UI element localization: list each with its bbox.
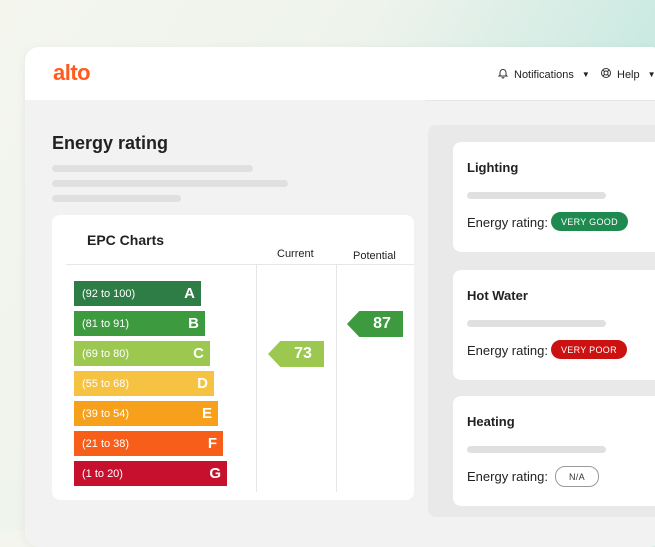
band-letter: A <box>184 285 195 302</box>
band-range: (92 to 100) <box>82 287 136 300</box>
ratings-panel: Lighting Energy rating: VERY GOOD Hot Wa… <box>428 125 655 517</box>
lifebuoy-icon <box>600 67 612 82</box>
rating-label: Energy rating: <box>467 343 548 358</box>
placeholder-line <box>467 446 606 453</box>
rating-card-title: Hot Water <box>467 288 528 303</box>
rating-label: Energy rating: <box>467 215 548 230</box>
epc-band-b: (81 to 91) B <box>74 311 205 336</box>
help-menu[interactable]: Help ▼ <box>600 67 655 82</box>
epc-band-c: (69 to 80) C <box>74 341 210 366</box>
band-range: (39 to 54) <box>82 407 130 420</box>
chevron-down-icon: ▼ <box>647 70 655 79</box>
rating-card-title: Heating <box>467 414 515 429</box>
current-column-header: Current <box>277 248 314 260</box>
placeholder-line <box>52 195 181 202</box>
notifications-menu[interactable]: Notifications ▼ <box>497 67 590 82</box>
band-letter: E <box>201 405 212 422</box>
band-letter: B <box>188 315 199 332</box>
rating-card-title: Lighting <box>467 160 519 175</box>
band-range: (1 to 20) <box>82 467 123 480</box>
help-label: Help <box>617 68 640 81</box>
epc-chart-title: EPC Charts <box>87 232 165 248</box>
band-letter: D <box>197 375 208 392</box>
placeholder-line <box>467 320 606 327</box>
current-rating-arrow: 73 <box>268 341 324 367</box>
current-rating-value: 73 <box>294 345 312 362</box>
epc-chart-card: EPC Charts Current Potential (92 to 100)… <box>52 215 414 500</box>
epc-band-e: (39 to 54) E <box>74 401 218 426</box>
potential-rating-value: 87 <box>373 315 391 332</box>
band-letter: G <box>209 465 221 482</box>
epc-band-d: (55 to 68) D <box>74 371 214 396</box>
rating-badge: VERY POOR <box>551 340 627 359</box>
epc-band-g: (1 to 20) G <box>74 461 227 486</box>
rating-badge: VERY GOOD <box>551 212 628 231</box>
rating-label: Energy rating: <box>467 469 548 484</box>
placeholder-line <box>467 192 606 199</box>
rating-badge: N/A <box>555 466 599 487</box>
top-bar: alto Notifications ▼ Help ▼ <box>25 47 655 101</box>
header-divider <box>66 264 414 265</box>
epc-band-a: (92 to 100) A <box>74 281 201 306</box>
band-range: (69 to 80) <box>82 347 130 360</box>
lighting-card: Lighting Energy rating: VERY GOOD <box>453 142 655 252</box>
column-divider <box>336 264 337 492</box>
page-title: Energy rating <box>52 133 169 153</box>
band-letter: F <box>207 435 217 452</box>
placeholder-line <box>52 180 288 187</box>
column-divider <box>256 264 257 492</box>
potential-rating-arrow: 87 <box>347 311 403 337</box>
epc-band-f: (21 to 38) F <box>74 431 223 456</box>
potential-column-header: Potential <box>353 250 396 262</box>
app-window: alto Notifications ▼ Help ▼ Energy ratin… <box>25 47 655 547</box>
band-letter: C <box>193 345 204 362</box>
band-range: (81 to 91) <box>82 317 130 330</box>
main-panel: Energy rating EPC Charts Current Potenti… <box>25 100 425 547</box>
heating-card: Heating Energy rating: N/A <box>453 396 655 506</box>
notifications-label: Notifications <box>514 68 574 81</box>
alto-logo[interactable]: alto <box>53 60 91 85</box>
band-range: (55 to 68) <box>82 377 130 390</box>
band-range: (21 to 38) <box>82 437 130 450</box>
bell-icon <box>497 67 509 82</box>
chevron-down-icon: ▼ <box>581 70 590 79</box>
placeholder-line <box>52 165 253 172</box>
hot-water-card: Hot Water Energy rating: VERY POOR <box>453 270 655 380</box>
